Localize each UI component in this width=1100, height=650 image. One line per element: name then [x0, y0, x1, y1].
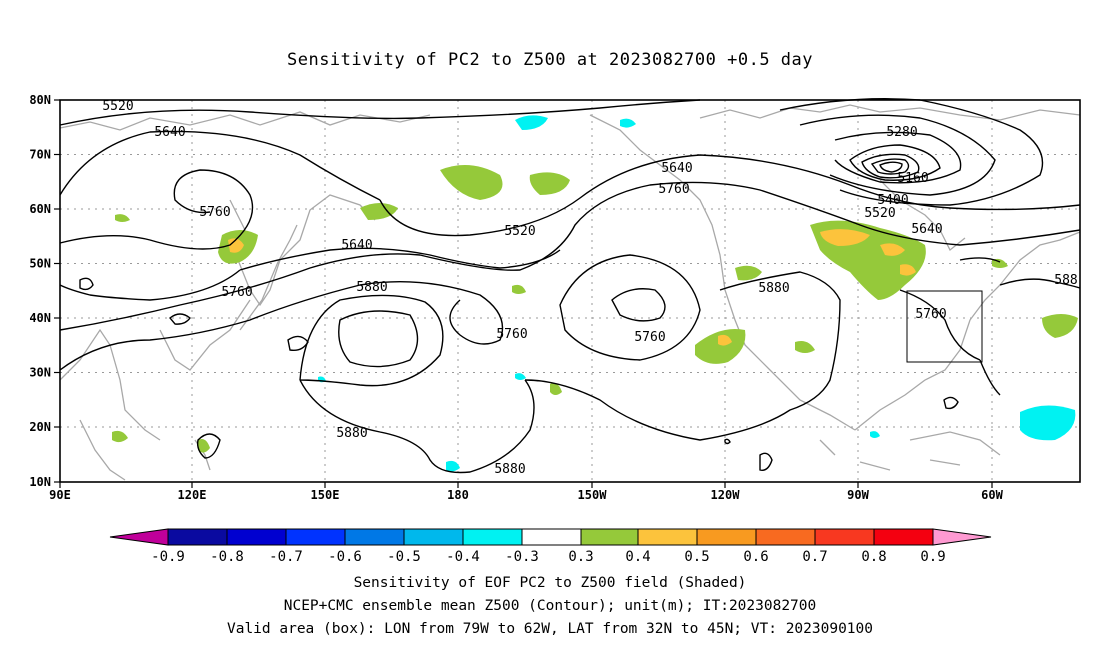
colorbar-swatch [462, 528, 523, 546]
colorbar-label: -0.9 [151, 549, 185, 565]
colorbar-label: -0.7 [269, 549, 303, 565]
grid-lines [60, 100, 1080, 482]
contour-label: 5760 [199, 205, 230, 220]
lat-tick-label: 30N [29, 366, 51, 380]
colorbar-swatch [814, 528, 875, 546]
colorbar-label: -0.8 [210, 549, 244, 565]
negative-sensitivity-patches [318, 115, 1076, 472]
lon-tick-label: 60W [981, 488, 1003, 502]
lon-tick-label: 150W [578, 488, 608, 502]
contour-label: 5760 [496, 327, 527, 342]
colorbar: -0.9 -0.8 -0.7 -0.6 -0.5 -0.4 -0.3 0.3 0… [109, 528, 992, 565]
lat-tick-label: 40N [29, 311, 51, 325]
contour-labels: 5520 5640 5760 5640 5760 5880 5880 5520 … [102, 99, 1077, 477]
lon-tick-label: 120E [178, 488, 207, 502]
colorbar-high-arrow [932, 528, 992, 546]
lon-tick-label: 90E [49, 488, 71, 502]
colorbar-label: 0.3 [568, 549, 593, 565]
lat-tick-label: 70N [29, 148, 51, 162]
colorbar-label: 0.8 [861, 549, 886, 565]
contour-label: 5880 [758, 281, 789, 296]
map-title: Sensitivity of PC2 to Z500 at 2023082700… [286, 50, 813, 70]
contour-label: 5760 [915, 307, 946, 322]
latitude-labels: 80N 70N 60N 50N 40N 30N 20N 10N [29, 93, 51, 489]
contour-label: 5760 [221, 285, 252, 300]
contour-label: 5880 [356, 280, 387, 295]
moderate-sensitivity-patches [228, 229, 916, 346]
contour-label: 5760 [658, 182, 689, 197]
contour-label: 5640 [154, 125, 185, 140]
contour-label: 5640 [661, 161, 692, 176]
colorbar-low-arrow [109, 528, 169, 546]
colorbar-swatch [285, 528, 346, 546]
colorbar-swatch [344, 528, 405, 546]
colorbar-swatch [521, 528, 582, 546]
positive-sensitivity-patches [112, 165, 1078, 453]
colorbar-label: -0.4 [446, 549, 480, 565]
lat-tick-label: 10N [29, 475, 51, 489]
colorbar-label: 0.9 [920, 549, 945, 565]
colorbar-label: -0.3 [505, 549, 539, 565]
map-frame [59, 99, 1081, 483]
caption-shading: Sensitivity of EOF PC2 to Z500 field (Sh… [353, 575, 747, 591]
colorbar-label: 0.7 [802, 549, 827, 565]
lat-tick-label: 60N [29, 202, 51, 216]
colorbar-swatch [580, 528, 639, 546]
contour-label: 588 [1054, 273, 1077, 288]
contour-label: 5160 [897, 171, 928, 186]
colorbar-label: 0.5 [684, 549, 709, 565]
lon-tick-label: 180 [447, 488, 469, 502]
lon-tick-label: 90W [847, 488, 869, 502]
colorbar-label: -0.6 [328, 549, 362, 565]
colorbar-label: -0.5 [387, 549, 421, 565]
contour-label: 5640 [341, 238, 372, 253]
lat-tick-label: 80N [29, 93, 51, 107]
colorbar-swatch [696, 528, 757, 546]
caption-contour: NCEP+CMC ensemble mean Z500 (Contour); u… [283, 598, 817, 614]
colorbar-label: 0.4 [625, 549, 650, 565]
colorbar-swatch [226, 528, 287, 546]
contour-label: 5760 [634, 330, 665, 345]
z500-contours [59, 98, 1081, 474]
longitude-labels: 90E 120E 150E 180 150W 120W 90W 60W [49, 488, 1003, 502]
colorbar-swatch [167, 528, 228, 546]
contour-label: 5880 [494, 462, 525, 477]
contour-label: 5280 [886, 125, 917, 140]
valid-area-box [906, 290, 983, 363]
lon-tick-label: 120W [711, 488, 741, 502]
contour-label: 5520 [504, 224, 535, 239]
lat-tick-label: 50N [29, 257, 51, 271]
contour-label: 5880 [336, 426, 367, 441]
contour-label: 5520 [102, 99, 133, 114]
contour-label: 5520 [864, 206, 895, 221]
coastlines [59, 104, 1081, 481]
colorbar-label: 0.6 [743, 549, 768, 565]
contour-label: 5400 [877, 193, 908, 208]
caption-valid-area: Valid area (box): LON from 79W to 62W, L… [226, 621, 873, 637]
colorbar-swatch [403, 528, 464, 546]
contour-label: 5640 [911, 222, 942, 237]
colorbar-swatch [873, 528, 934, 546]
colorbar-swatch [755, 528, 816, 546]
colorbar-swatch [637, 528, 698, 546]
lat-tick-label: 20N [29, 420, 51, 434]
lon-tick-label: 150E [311, 488, 340, 502]
axis-ticks [54, 99, 993, 488]
